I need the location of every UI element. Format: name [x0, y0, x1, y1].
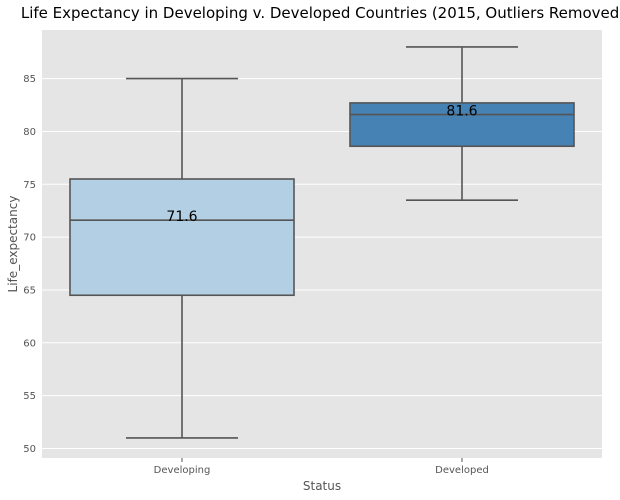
y-axis-label: Life_expectancy — [6, 196, 20, 293]
x-axis-label: Status — [303, 479, 341, 493]
x-tick-labels: Developing Developed — [154, 458, 489, 476]
y-tick-label: 55 — [23, 391, 36, 402]
y-tick-label: 75 — [23, 180, 36, 191]
y-tick-label: 65 — [23, 285, 36, 296]
median-label: 81.6 — [446, 104, 477, 120]
y-tick-label: 80 — [23, 127, 36, 138]
y-tick-label: 60 — [23, 338, 36, 349]
iqr-box — [349, 102, 575, 148]
y-tick-label: 50 — [23, 444, 36, 455]
box-plots: 71.6 81.6 — [69, 46, 575, 439]
iqr-box — [69, 178, 295, 297]
x-tick-label: Developing — [154, 465, 211, 476]
x-tick-label: Developed — [435, 465, 489, 476]
y-tick-label: 85 — [23, 74, 36, 85]
median-label: 71.6 — [166, 209, 197, 225]
box-developing: 71.6 — [69, 77, 295, 439]
y-tick-label: 70 — [23, 233, 36, 244]
box-developed: 81.6 — [349, 46, 575, 201]
y-tick-labels: 50 55 60 65 70 75 80 85 — [23, 74, 36, 455]
chart-title: Life Expectancy in Developing v. Develop… — [21, 4, 620, 22]
